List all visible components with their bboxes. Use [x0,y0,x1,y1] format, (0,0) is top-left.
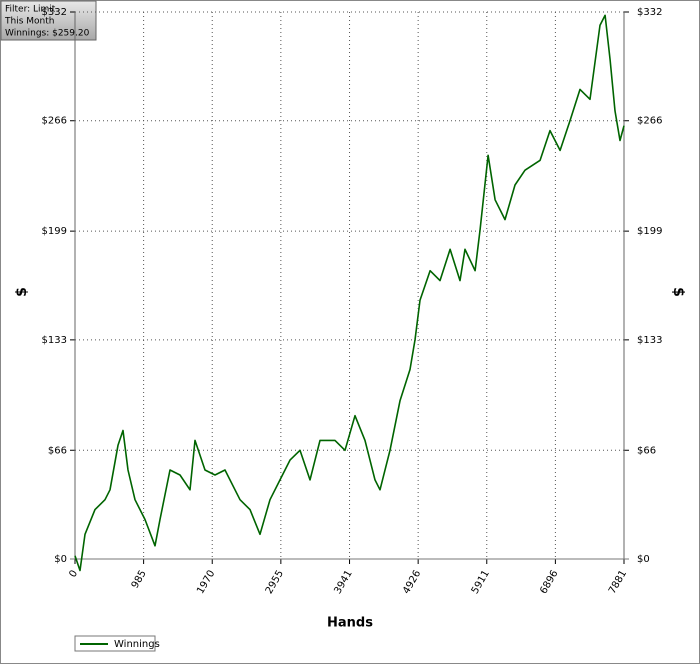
series-line [74,14,625,572]
info-box [0,0,97,41]
legend-label: Winnings [114,639,160,650]
y-tick-label: $199 [42,226,67,237]
y2-tick-label: $332 [637,7,662,18]
y2-tick-label: $66 [637,445,656,456]
y-tick-label: $266 [42,116,67,127]
legend [74,635,156,652]
x-axis-title: Hands [327,616,373,631]
y-tick-label: $332 [42,7,67,18]
info-winnings: Winnings: $259.20 [5,29,90,39]
y2-tick-label: $0 [637,554,650,565]
y-tick-label: $66 [48,445,67,456]
y-axis-title: $ [14,287,30,297]
y-tick-label: $133 [42,335,67,346]
y2-tick-label: $199 [637,226,662,237]
y-tick-label: $0 [54,554,67,565]
y2-tick-label: $266 [637,116,662,127]
y2-tick-label: $133 [637,335,662,346]
info-filter: Filter: Limit [5,5,56,15]
y2-axis-title: $ [670,287,686,297]
info-period: This Month [4,17,54,27]
x-tick-label: 0 [67,569,80,580]
